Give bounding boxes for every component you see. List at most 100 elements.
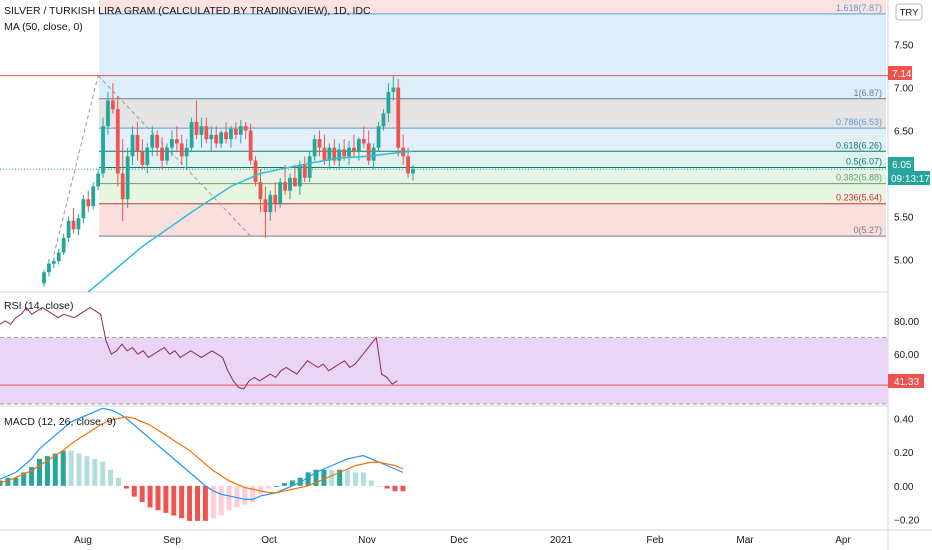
candle-body	[110, 100, 115, 110]
candle-body	[406, 156, 410, 174]
candle-body	[150, 134, 155, 148]
fib-label-0: 1.618(7.87)	[836, 3, 882, 13]
time-tick-label: Aug	[74, 535, 92, 546]
candle-body	[381, 113, 386, 127]
fib-zone-6	[99, 203, 886, 237]
macd-histogram-bar	[139, 485, 145, 503]
currency-button[interactable]	[895, 3, 923, 21]
candle-body	[209, 134, 214, 140]
candle-body	[391, 87, 396, 92]
candle-body	[204, 126, 209, 140]
macd-histogram-bar	[210, 485, 216, 519]
candle-body	[297, 164, 302, 187]
price-pane[interactable]	[0, 75, 888, 293]
candle-body	[386, 91, 391, 114]
price-tick-label: 5.50	[894, 212, 914, 223]
fib-zone-5	[99, 183, 886, 204]
candle-body	[302, 164, 307, 178]
fib-label-2: 0.786(6.53)	[836, 117, 882, 127]
macd-histogram-bar	[92, 458, 98, 486]
macd-histogram-bar	[266, 485, 272, 489]
macd-pane[interactable]	[0, 407, 406, 521]
candle-body	[214, 134, 219, 144]
candle-body	[322, 147, 327, 161]
time-tick-label: Sep	[163, 535, 181, 546]
macd-indicator-label: MACD (12, 26, close, 9)	[4, 416, 116, 428]
candle-body	[47, 263, 51, 273]
macd-histogram-bar	[179, 485, 185, 519]
candle-body	[229, 128, 233, 140]
macd-tick-label: −0.20	[894, 516, 920, 527]
fib-zone-top	[99, 0, 886, 14]
price-tick-label: 5.00	[894, 255, 914, 266]
time-tick-label: Apr	[835, 535, 851, 546]
macd-histogram-bar	[258, 485, 264, 494]
macd-histogram-bar	[131, 485, 137, 497]
macd-histogram-bar	[21, 472, 27, 486]
candle-body	[51, 261, 56, 264]
macd-histogram-bar	[368, 480, 374, 486]
countdown-badge	[888, 171, 930, 185]
macd-histogram-bar	[108, 469, 114, 486]
candle-body	[293, 177, 297, 187]
macd-histogram-bar	[400, 485, 406, 492]
candle-body	[219, 132, 224, 144]
macd-histogram-bar	[313, 469, 319, 486]
candle-body	[278, 182, 283, 204]
candle-body	[253, 160, 258, 183]
candle-body	[317, 139, 322, 148]
macd-tick-label: 0.20	[894, 448, 914, 459]
candle-body	[327, 147, 332, 161]
candle-body	[312, 139, 317, 157]
fib-zone-2	[99, 128, 886, 152]
macd-histogram-bar	[384, 485, 390, 489]
macd-histogram-bar	[305, 472, 311, 486]
fibonacci-retracement[interactable]: 1.618(7.87) 1(6.87) 0.786(6.53) 0.618(6.26)…	[53, 0, 886, 256]
candle-body	[352, 147, 356, 153]
time-tick-label: 2021	[550, 535, 573, 546]
macd-histogram-bar	[5, 477, 11, 486]
fib-trend-line-1	[53, 75, 99, 256]
macd-histogram-bar	[155, 485, 161, 511]
ma-indicator-label: MA (50, close, 0)	[4, 21, 83, 33]
candle-body	[76, 218, 81, 230]
candle-body	[347, 147, 351, 157]
macd-line	[0, 407, 404, 500]
macd-histogram-bar	[147, 485, 153, 508]
macd-histogram-bar	[187, 485, 193, 521]
time-tick-label: Dec	[450, 535, 468, 546]
macd-tick-label: 0.40	[894, 414, 914, 425]
fib-label-4: 0.5(6.07)	[846, 156, 882, 166]
candle-body	[258, 182, 263, 200]
rsi-pane[interactable]	[0, 306, 888, 405]
candle-body	[96, 173, 101, 187]
candle-body	[371, 147, 376, 161]
candle-body	[307, 156, 312, 178]
currency-button-label: TRY	[900, 8, 919, 19]
candle-body	[233, 128, 238, 135]
candle-body	[115, 109, 120, 174]
macd-histogram-bar	[289, 480, 295, 486]
candle-body	[130, 134, 135, 157]
candle-body	[337, 149, 342, 161]
macd-histogram-bar	[123, 485, 129, 489]
last-price-badge	[888, 157, 914, 171]
axes: 7.507.006.506.005.505.0080.0060.000.400.…	[74, 41, 920, 546]
macd-histogram-bar	[163, 485, 169, 513]
candle-body	[238, 126, 243, 135]
candle-body	[120, 173, 125, 200]
candle-body	[81, 199, 86, 219]
candle-body	[101, 126, 105, 174]
candle-body	[199, 126, 204, 135]
macd-histogram-bar	[60, 450, 66, 486]
macd-histogram-bar	[226, 485, 232, 511]
macd-histogram-bar	[281, 483, 287, 486]
candle-body	[283, 182, 287, 191]
macd-histogram-bar	[218, 485, 224, 516]
candle-body	[396, 87, 401, 148]
macd-tick-label: 0.00	[894, 482, 914, 493]
candle-body	[170, 139, 174, 148]
candle-body	[332, 147, 337, 161]
price-tick-label: 6.50	[894, 127, 914, 138]
